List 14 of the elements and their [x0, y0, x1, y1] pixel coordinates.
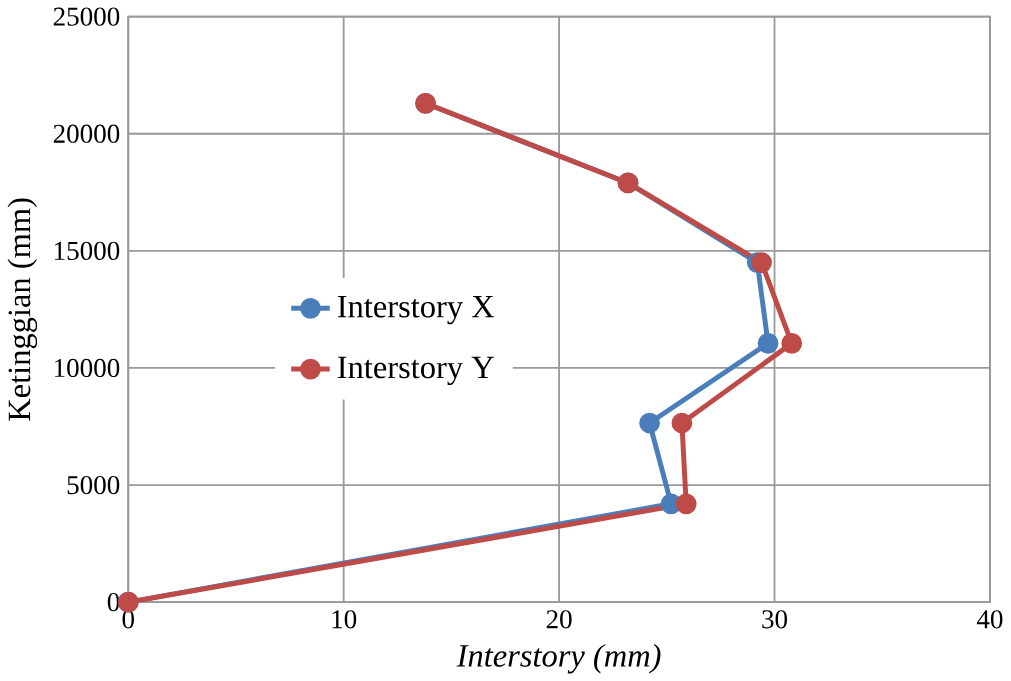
legend-label: Interstory Y — [337, 356, 494, 386]
legend-label: Interstory X — [337, 295, 495, 325]
x-tick-label: 40 — [976, 610, 1003, 629]
x-tick-label: 30 — [762, 610, 788, 629]
y-tick-label: 20000 — [53, 124, 120, 143]
x-tick-label: 20 — [546, 610, 572, 629]
x-axis-title: Interstory (mm) — [456, 643, 661, 674]
y-tick-label: 25000 — [53, 7, 120, 26]
y-tick-label: 10000 — [54, 358, 120, 378]
y-tick-label: 15000 — [54, 241, 120, 260]
x-tick-label: 10 — [332, 610, 357, 629]
y-tick-label: 0 — [107, 593, 120, 612]
y-axis-title: Ketinggian (mm) — [7, 198, 38, 421]
y-tick-label: 5000 — [67, 475, 120, 495]
